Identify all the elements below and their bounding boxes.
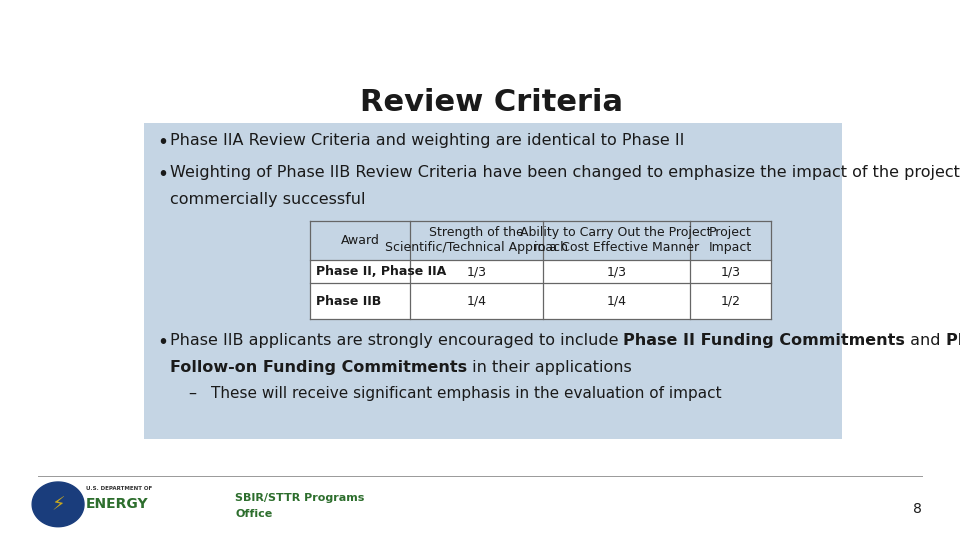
- Text: 1/3: 1/3: [720, 265, 740, 278]
- Text: ENERGY: ENERGY: [86, 497, 149, 511]
- Text: 1/4: 1/4: [607, 295, 626, 308]
- Text: •: •: [157, 133, 168, 152]
- Text: •: •: [157, 333, 168, 352]
- Text: 1/2: 1/2: [720, 295, 740, 308]
- Polygon shape: [32, 482, 84, 526]
- Text: ⚡: ⚡: [51, 495, 65, 514]
- Text: in their applications: in their applications: [467, 360, 632, 375]
- Text: Weighting of Phase IIB Review Criteria have been changed to emphasize the impact: Weighting of Phase IIB Review Criteria h…: [170, 165, 960, 180]
- Text: Phase III: Phase III: [946, 333, 960, 348]
- Text: •: •: [157, 165, 168, 185]
- Text: Phase II, Phase IIA: Phase II, Phase IIA: [316, 265, 446, 278]
- Bar: [310, 260, 771, 290]
- Text: 1/3: 1/3: [607, 265, 626, 278]
- Text: Follow-on Funding Commitments: Follow-on Funding Commitments: [170, 360, 467, 375]
- Bar: [310, 221, 771, 260]
- Text: These will receive significant emphasis in the evaluation of impact: These will receive significant emphasis …: [211, 386, 721, 401]
- Text: Ability to Carry Out the Project
in a Cost Effective Manner: Ability to Carry Out the Project in a Co…: [520, 226, 712, 254]
- Text: and: and: [905, 333, 946, 348]
- Text: Phase IIB: Phase IIB: [316, 295, 381, 308]
- Text: Review Criteria: Review Criteria: [361, 87, 623, 117]
- Text: Strength of the
Scientific/Technical Approach: Strength of the Scientific/Technical App…: [385, 226, 568, 254]
- Bar: [310, 290, 771, 319]
- Text: –: –: [188, 386, 197, 401]
- Text: Phase II Funding Commitments: Phase II Funding Commitments: [623, 333, 905, 348]
- Text: SBIR/STTR Programs: SBIR/STTR Programs: [235, 493, 365, 503]
- Text: 1/4: 1/4: [467, 295, 487, 308]
- Text: 1/3: 1/3: [467, 265, 487, 278]
- Bar: [144, 123, 842, 439]
- Text: Phase IIB applicants are strongly encouraged to include: Phase IIB applicants are strongly encour…: [170, 333, 623, 348]
- Text: Project
Impact: Project Impact: [708, 226, 752, 254]
- Text: 8: 8: [913, 502, 922, 516]
- Text: U.S. DEPARTMENT OF: U.S. DEPARTMENT OF: [86, 486, 153, 491]
- Text: commercially successful: commercially successful: [170, 192, 366, 207]
- Text: Phase IIA Review Criteria and weighting are identical to Phase II: Phase IIA Review Criteria and weighting …: [170, 133, 684, 148]
- Text: Award: Award: [341, 234, 379, 247]
- Text: Office: Office: [235, 509, 273, 519]
